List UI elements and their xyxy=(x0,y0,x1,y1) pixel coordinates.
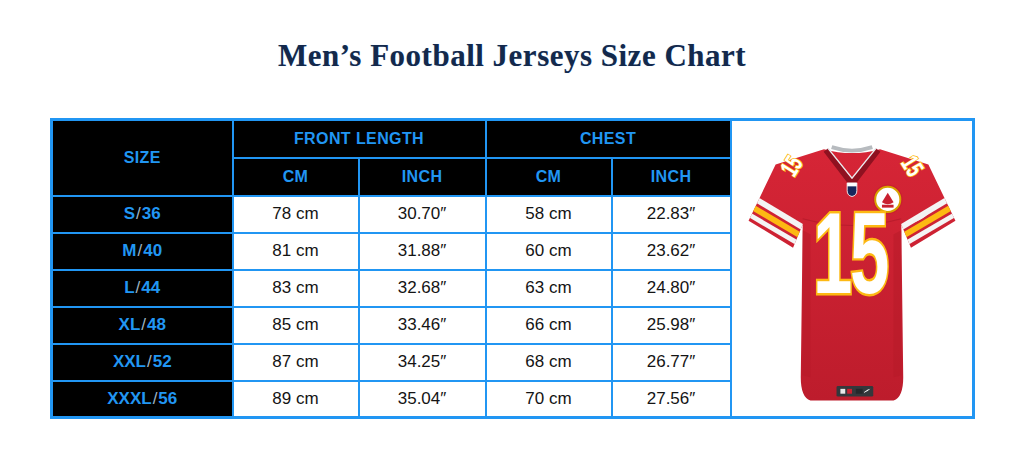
size-label: XXL/52 xyxy=(52,344,233,381)
front-length-cm: 78 cm xyxy=(233,196,359,233)
subheader-front-inch: INCH xyxy=(359,158,486,196)
front-length-inch: 35.04″ xyxy=(359,381,486,418)
size-chart: SIZE FRONT LENGTH CHEST xyxy=(50,118,975,419)
front-length-cm: 89 cm xyxy=(233,381,359,418)
subheader-front-cm: CM xyxy=(233,158,359,196)
jersey-illustration: 15 15 15 xyxy=(732,124,973,414)
header-chest: CHEST xyxy=(486,120,731,158)
chest-cm: 66 cm xyxy=(486,307,612,344)
front-length-inch: 31.88″ xyxy=(359,233,486,270)
chest-inch: 22.83″ xyxy=(612,196,731,233)
header-size: SIZE xyxy=(52,120,233,196)
front-length-inch: 30.70″ xyxy=(359,196,486,233)
subheader-chest-cm: CM xyxy=(486,158,612,196)
size-label: M/40 xyxy=(52,233,233,270)
chest-inch: 27.56″ xyxy=(612,381,731,418)
size-label: XXXL/56 xyxy=(52,381,233,418)
chest-cm: 68 cm xyxy=(486,344,612,381)
front-length-cm: 81 cm xyxy=(233,233,359,270)
size-label: XL/48 xyxy=(52,307,233,344)
chest-cm: 58 cm xyxy=(486,196,612,233)
jersey-product-image: 15 15 15 xyxy=(731,120,974,418)
size-label: S/36 xyxy=(52,196,233,233)
front-length-cm: 83 cm xyxy=(233,270,359,307)
slash: / xyxy=(140,315,147,334)
jock-tag xyxy=(836,385,873,396)
chest-cm: 70 cm xyxy=(486,381,612,418)
chest-number: 15 xyxy=(813,189,888,316)
subheader-chest-inch: INCH xyxy=(612,158,731,196)
back-collar xyxy=(831,147,872,150)
jersey-mesh-right xyxy=(893,230,901,377)
chest-inch: 26.77″ xyxy=(612,344,731,381)
jersey-mesh-left xyxy=(802,230,810,377)
chest-cm: 60 cm xyxy=(486,233,612,270)
front-length-cm: 85 cm xyxy=(233,307,359,344)
slash: / xyxy=(146,352,153,371)
size-chart-table: SIZE FRONT LENGTH CHEST xyxy=(50,118,975,419)
size-label: L/44 xyxy=(52,270,233,307)
chest-inch: 23.62″ xyxy=(612,233,731,270)
jersey-svg: 15 15 15 xyxy=(738,124,966,414)
page-title: Men’s Football Jerseys Size Chart xyxy=(0,38,1024,74)
header-front-length: FRONT LENGTH xyxy=(233,120,486,158)
slash: / xyxy=(135,204,142,223)
chest-inch: 25.98″ xyxy=(612,307,731,344)
front-length-inch: 34.25″ xyxy=(359,344,486,381)
front-length-inch: 32.68″ xyxy=(359,270,486,307)
front-length-cm: 87 cm xyxy=(233,344,359,381)
chest-inch: 24.80″ xyxy=(612,270,731,307)
chest-cm: 63 cm xyxy=(486,270,612,307)
front-length-inch: 33.46″ xyxy=(359,307,486,344)
